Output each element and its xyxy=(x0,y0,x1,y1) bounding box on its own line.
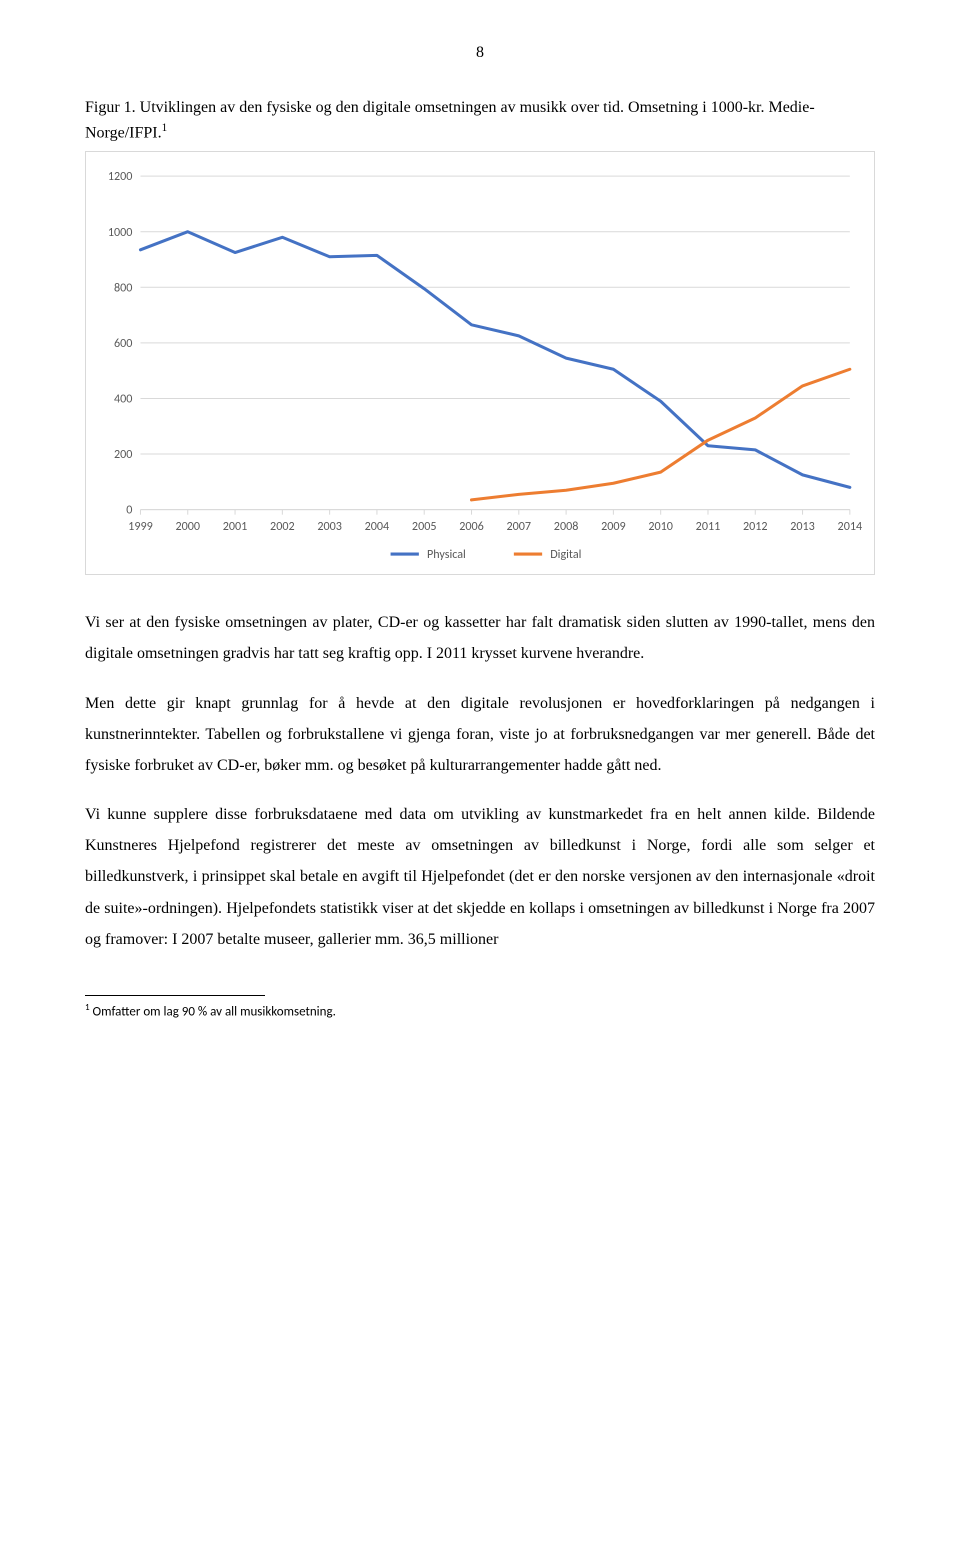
svg-text:2012: 2012 xyxy=(743,519,768,534)
svg-text:2008: 2008 xyxy=(554,519,579,534)
svg-text:2005: 2005 xyxy=(412,519,437,534)
svg-text:200: 200 xyxy=(114,447,132,462)
footnote-divider xyxy=(85,995,265,996)
svg-text:2002: 2002 xyxy=(270,519,295,534)
svg-text:2004: 2004 xyxy=(365,519,390,534)
caption-text: Figur 1. Utviklingen av den fysiske og d… xyxy=(85,99,815,141)
svg-text:2009: 2009 xyxy=(601,519,626,534)
svg-text:800: 800 xyxy=(114,280,132,295)
svg-text:2001: 2001 xyxy=(223,519,248,534)
svg-text:2014: 2014 xyxy=(838,519,863,534)
page-number: 8 xyxy=(85,40,875,66)
svg-text:Physical: Physical xyxy=(427,547,466,562)
svg-text:2006: 2006 xyxy=(459,519,484,534)
svg-text:400: 400 xyxy=(114,391,132,406)
svg-text:Digital: Digital xyxy=(550,547,581,562)
paragraph-3: Vi kunne supplere disse forbruksdataene … xyxy=(85,799,875,955)
svg-text:2007: 2007 xyxy=(507,519,532,534)
svg-text:1000: 1000 xyxy=(108,225,133,240)
caption-footnote-ref: 1 xyxy=(162,122,168,134)
svg-text:1200: 1200 xyxy=(108,169,133,184)
paragraph-2: Men dette gir knapt grunnlag for å hevde… xyxy=(85,688,875,782)
line-chart-svg: 0 200 400 600 800 1000 1200 1999 2000 2001 2002 200… xyxy=(96,162,864,566)
svg-text:600: 600 xyxy=(114,336,132,351)
svg-text:2013: 2013 xyxy=(790,519,815,534)
figure-caption: Figur 1. Utviklingen av den fysiske og d… xyxy=(85,96,875,145)
svg-text:0: 0 xyxy=(126,503,132,518)
svg-text:2003: 2003 xyxy=(317,519,342,534)
svg-text:1999: 1999 xyxy=(128,519,153,534)
footnote-text: Omfatter om lag 90 % av all musikkomsetn… xyxy=(90,1004,336,1019)
paragraph-1: Vi ser at den fysiske omsetningen av pla… xyxy=(85,607,875,669)
svg-text:2010: 2010 xyxy=(648,519,673,534)
svg-text:2011: 2011 xyxy=(696,519,721,534)
svg-text:2000: 2000 xyxy=(175,519,200,534)
revenue-chart: 0 200 400 600 800 1000 1200 1999 2000 2001 2002 200… xyxy=(85,151,875,575)
footnote-1: 1 Omfatter om lag 90 % av all musikkomse… xyxy=(85,1002,875,1021)
